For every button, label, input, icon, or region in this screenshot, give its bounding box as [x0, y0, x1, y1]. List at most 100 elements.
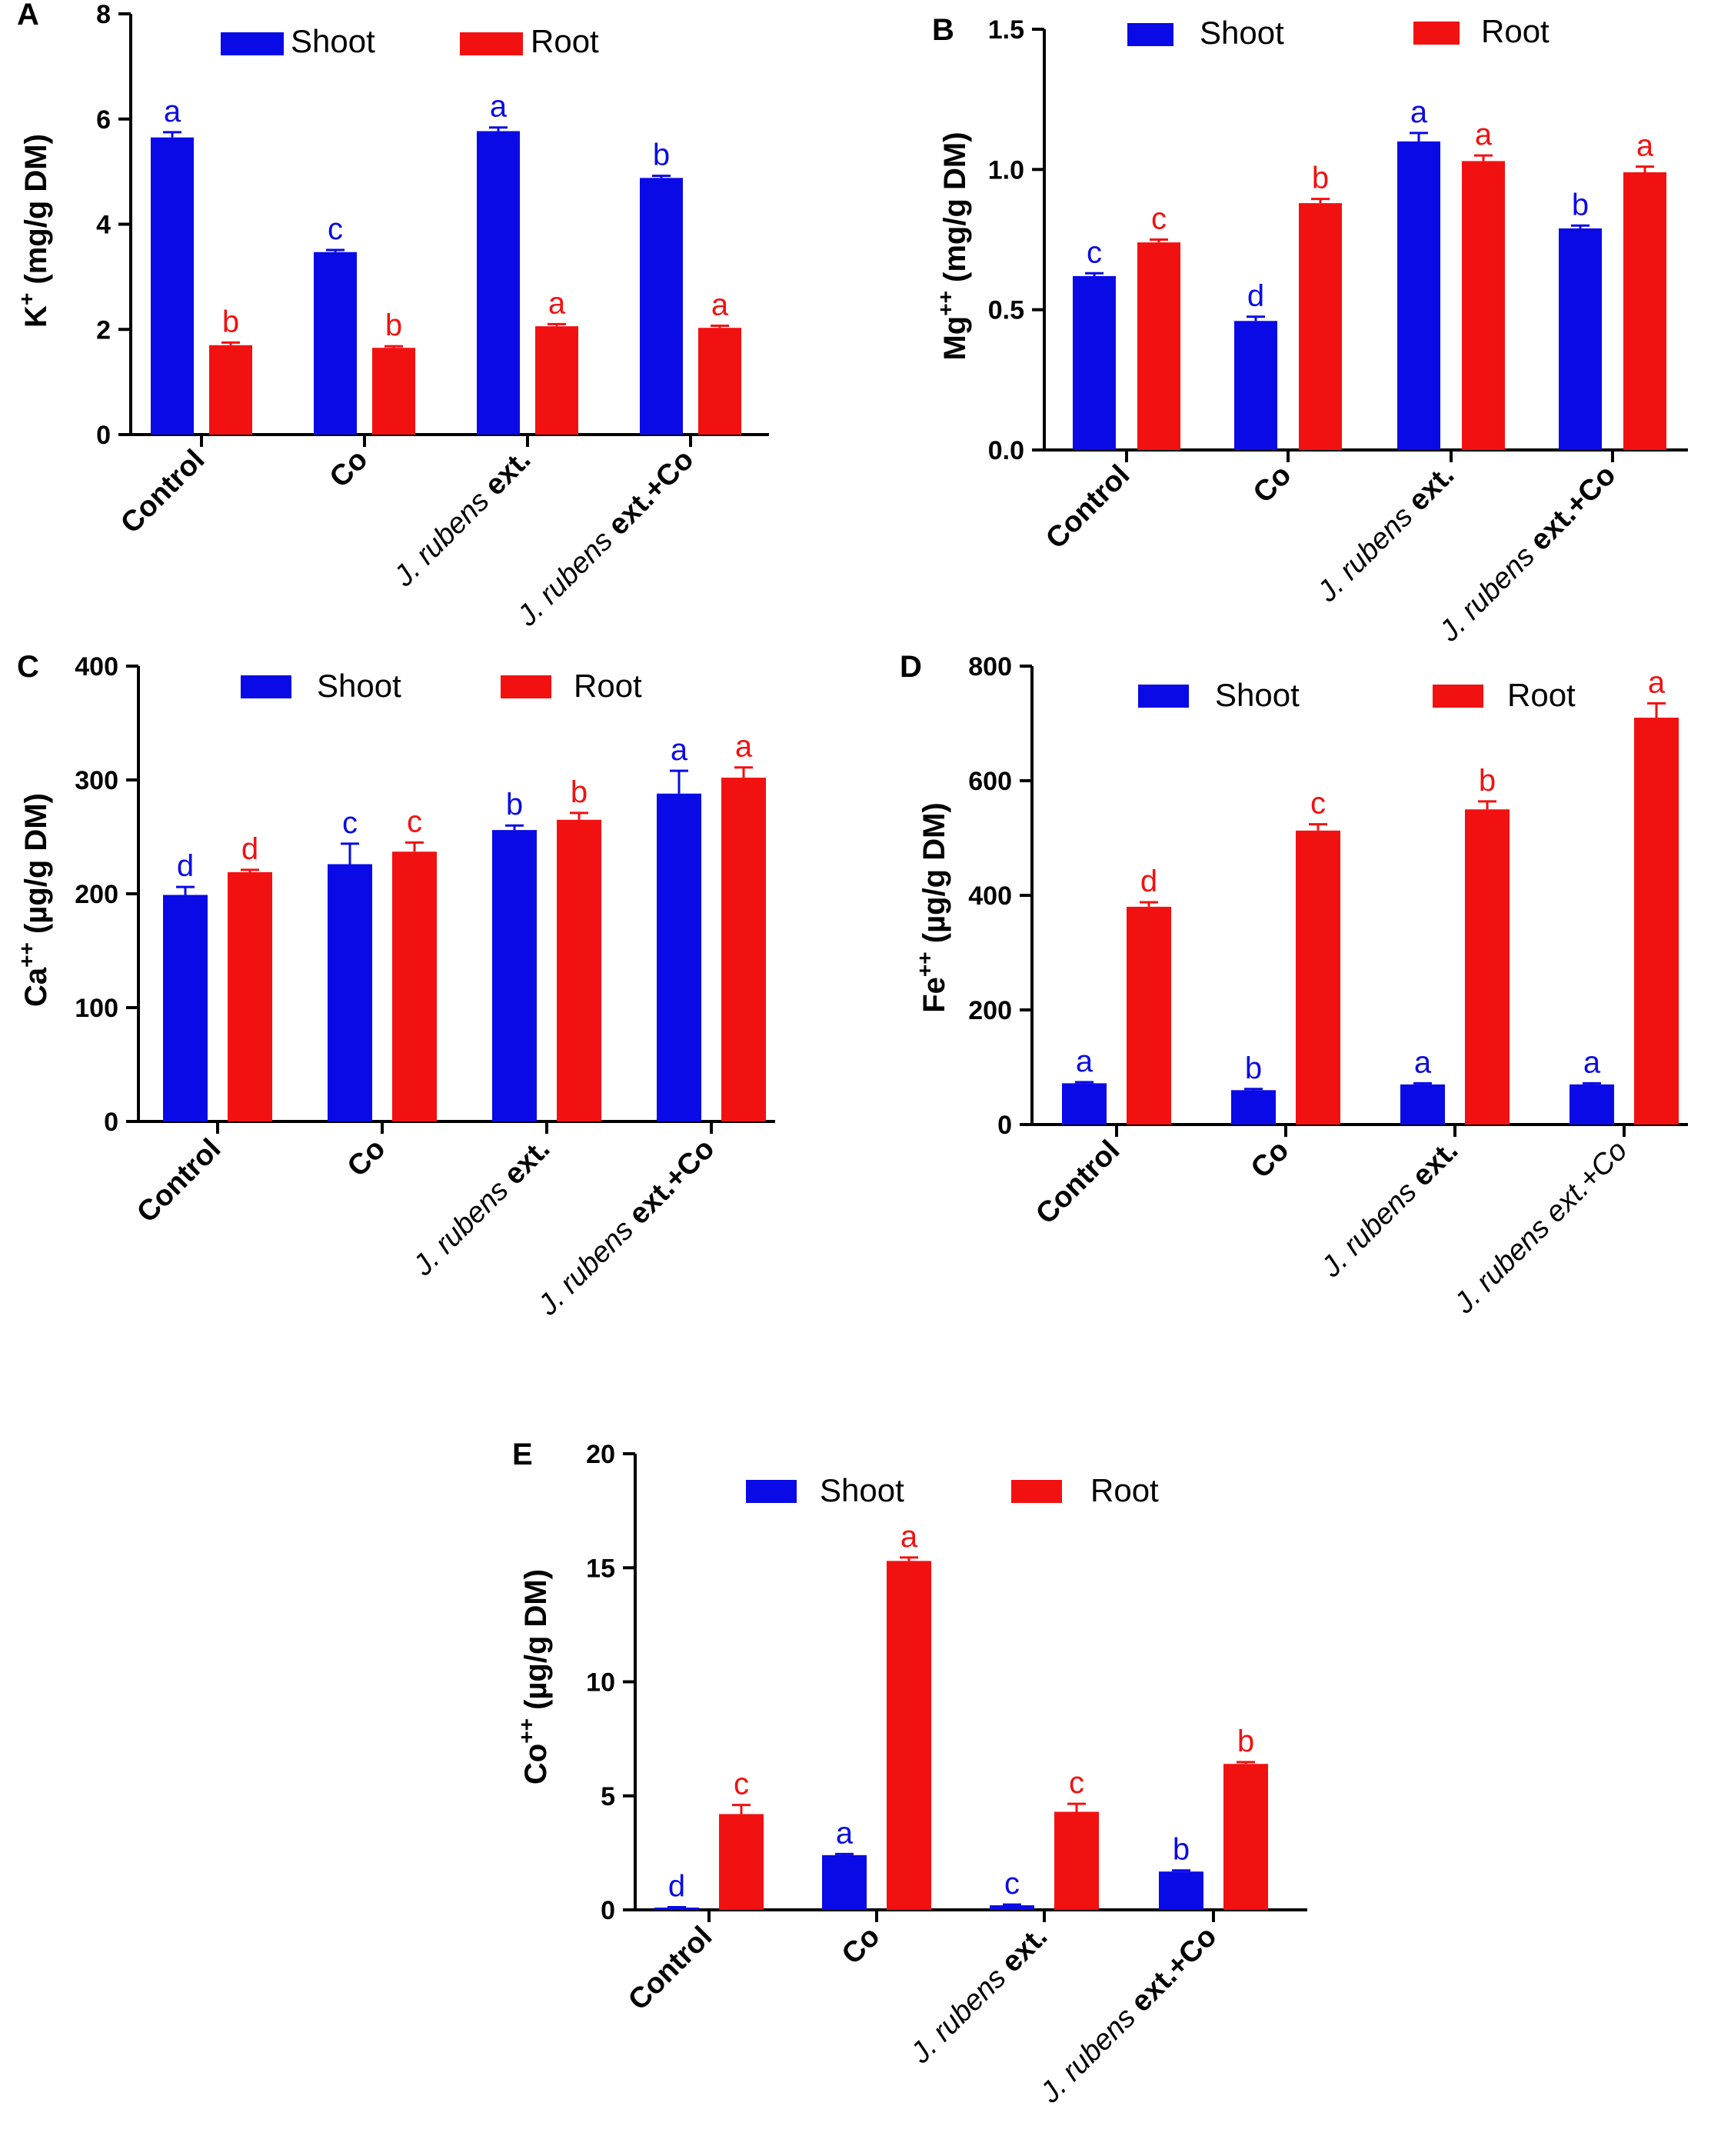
x-category-label: J. rubens ext.: [904, 1921, 1054, 2071]
legend-root-swatch: [460, 32, 523, 55]
x-category-label: J. rubens ext.+Co: [1448, 1135, 1634, 1321]
significance-letter: b: [222, 305, 239, 338]
shoot-bar: [163, 895, 208, 1121]
x-category-label: J. rubens ext.+Co: [531, 1133, 721, 1322]
shoot-bar: [1234, 321, 1277, 450]
root-bar: [698, 328, 741, 435]
x-category-label: J. rubens ext.: [407, 1133, 557, 1283]
significance-letter: b: [1312, 162, 1329, 195]
x-category-label: Co: [1245, 1135, 1296, 1185]
x-category-label: J. rubens ext.: [388, 444, 538, 594]
root-bar: [721, 778, 766, 1121]
significance-letter: a: [1636, 129, 1654, 163]
root-bar: [209, 345, 252, 435]
legend-shoot-swatch: [746, 1480, 797, 1503]
x-category-label: Control: [1040, 459, 1136, 555]
y-tick-label: 0: [601, 1896, 615, 1925]
legend-shoot-label: Shoot: [820, 1472, 904, 1508]
significance-letter: c: [734, 1768, 749, 1801]
root-bar: [1223, 1764, 1268, 1910]
significance-letter: a: [711, 288, 729, 322]
x-category-label: Control: [1030, 1135, 1126, 1231]
legend-root-swatch: [501, 675, 551, 698]
panel-letter: C: [17, 650, 39, 684]
shoot-bar: [990, 1905, 1034, 1910]
y-tick-label: 0: [104, 1108, 118, 1137]
significance-letter: a: [1410, 95, 1428, 129]
legend-shoot-swatch: [1127, 23, 1173, 46]
x-category-label: J. rubens ext.+Co: [511, 444, 700, 633]
significance-letter: c: [1069, 1766, 1084, 1800]
y-tick-label: 0: [997, 1111, 1012, 1140]
panel-letter: B: [932, 13, 954, 47]
legend-root-swatch: [1413, 22, 1460, 45]
root-bar: [1137, 242, 1180, 450]
legend-shoot-swatch: [241, 675, 291, 698]
y-tick-label: 400: [75, 652, 118, 681]
shoot-bar: [492, 830, 537, 1121]
root-bar: [1296, 830, 1340, 1125]
x-category-label: Co: [836, 1921, 887, 1971]
y-axis-label: K+ (mg/g DM): [15, 134, 53, 328]
x-category-label: Co: [341, 1133, 392, 1184]
shoot-bar: [1397, 141, 1440, 450]
significance-letter: b: [1572, 188, 1589, 222]
panel-e: E 0 5 10 15 20 Co++ (µg/g DM) Shoot Root d c Contro…: [512, 1438, 1307, 2110]
y-tick-label: 5: [601, 1782, 615, 1811]
root-bar: [1299, 203, 1342, 450]
significance-letter: c: [1004, 1867, 1020, 1901]
y-tick-label: 800: [968, 652, 1012, 681]
legend-root-label: Root: [574, 668, 642, 704]
y-tick-label: 4: [96, 211, 111, 240]
y-tick-label: 10: [586, 1668, 615, 1698]
shoot-bar: [1062, 1083, 1107, 1125]
significance-letter: a: [1475, 118, 1493, 152]
legend-root-swatch: [1433, 685, 1483, 708]
y-tick-label: 6: [96, 105, 111, 135]
x-category-label: Control: [131, 1133, 227, 1229]
significance-letter: a: [735, 730, 753, 764]
root-bar: [392, 851, 437, 1121]
significance-letter: b: [571, 775, 588, 809]
x-category-label: J. rubens ext.: [1315, 1135, 1465, 1285]
panel-b: B 0.0 0.5 1.0 1.5 Mg++ (mg/g DM) Shoot Root c c Co…: [932, 13, 1688, 648]
y-tick-label: 0.0: [988, 436, 1024, 465]
y-tick-label: 200: [968, 996, 1012, 1025]
significance-letter: b: [1173, 1833, 1190, 1867]
panel-letter: A: [17, 0, 39, 32]
y-tick-label: 15: [586, 1554, 615, 1583]
shoot-bar: [1570, 1084, 1614, 1125]
significance-letter: a: [1414, 1045, 1432, 1079]
legend-shoot-label: Shoot: [1200, 15, 1284, 51]
shoot-bar: [1231, 1090, 1276, 1125]
y-axis-label: Mg++ (mg/g DM): [934, 132, 972, 360]
legend-root-label: Root: [531, 23, 599, 59]
shoot-bar: [1559, 228, 1602, 450]
significance-letter: c: [328, 212, 343, 246]
root-bar: [1462, 161, 1505, 451]
legend-shoot-label: Shoot: [1215, 677, 1300, 713]
panel-c: C 0 100 200 300 400 Ca++ (µg/g DM) Shoot Root d d C…: [15, 650, 775, 1322]
y-tick-label: 0: [96, 421, 111, 450]
root-bar: [719, 1814, 764, 1910]
shoot-bar: [314, 252, 357, 435]
significance-letter: d: [241, 832, 258, 866]
legend-shoot-label: Shoot: [317, 668, 401, 704]
x-category-label: Co: [324, 444, 374, 495]
shoot-bar: [328, 864, 372, 1121]
significance-letter: a: [1583, 1045, 1601, 1079]
significance-letter: d: [1140, 865, 1157, 898]
panel-letter: E: [512, 1438, 533, 1471]
significance-letter: d: [177, 849, 194, 883]
y-tick-label: 8: [96, 0, 111, 29]
y-tick-label: 1.0: [988, 155, 1024, 185]
significance-letter: b: [385, 308, 402, 342]
significance-letter: a: [490, 90, 508, 124]
panel-d: D 0 200 400 600 800 Fe++ (µg/g DM) Shoot Root a d C…: [900, 650, 1688, 1320]
shoot-bar: [151, 137, 194, 435]
y-axis-label: Ca++ (µg/g DM): [15, 793, 53, 1007]
significance-letter: c: [1310, 787, 1326, 821]
significance-letter: c: [407, 805, 422, 838]
shoot-bar: [654, 1908, 699, 1910]
